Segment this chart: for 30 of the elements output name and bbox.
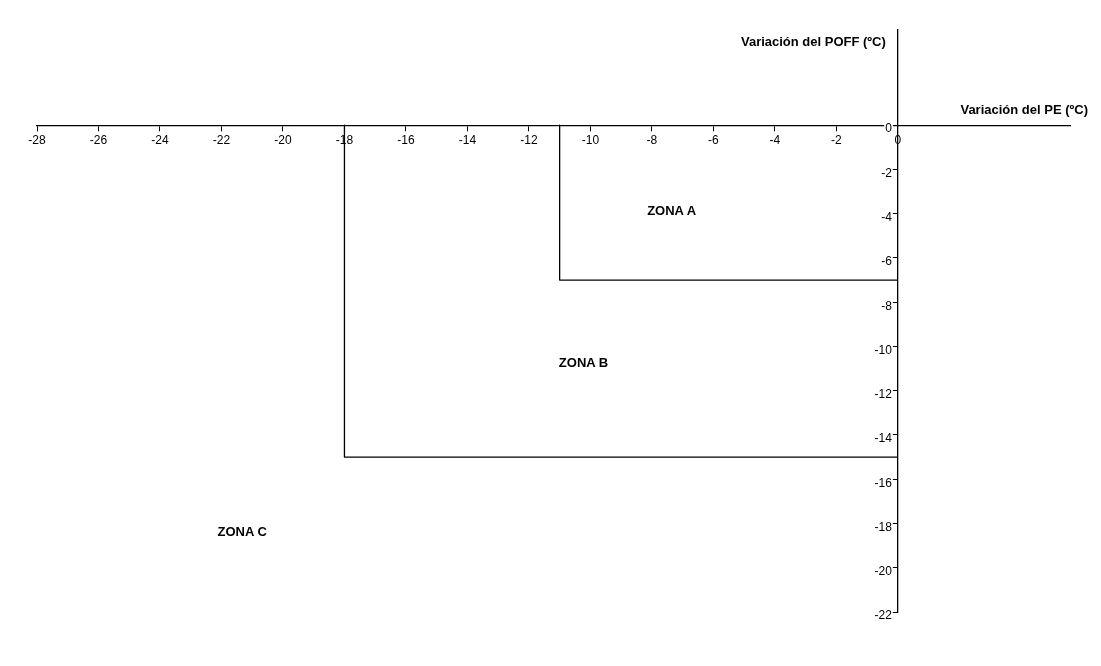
annotation: ZONA B: [558, 354, 609, 370]
y-tick-label: -18: [874, 519, 893, 534]
x-tick-label: -2: [831, 132, 843, 147]
y-tick-label: -4: [881, 209, 893, 224]
x-tick-label: -16: [397, 132, 415, 147]
annotation: ZONA A: [647, 203, 697, 219]
x-tick-label: -28: [28, 132, 46, 147]
y-tick-label: -6: [881, 254, 893, 269]
x-tick-label: -24: [151, 132, 169, 147]
x-tick-label: -20: [274, 132, 292, 147]
y-tick-label: -16: [874, 475, 893, 490]
x-tick-label: -10: [581, 132, 600, 147]
x-tick-label: -8: [646, 132, 658, 147]
x-axis-title: Variación del PE (ºC): [960, 102, 1088, 118]
y-tick-label: -20: [874, 564, 893, 579]
y-tick-label: 0: [885, 121, 893, 136]
y-tick-label: -22: [874, 608, 893, 623]
y-tick-label: -2: [881, 165, 893, 180]
y-tick-label: -12: [874, 387, 893, 402]
x-tick-label: -6: [708, 132, 720, 147]
y-tick-label: -14: [874, 431, 893, 446]
x-tick-label: -4: [769, 132, 781, 147]
x-tick-label: -22: [212, 132, 231, 147]
x-tick-label: -26: [89, 132, 108, 147]
y-axis-title: Variación del POFF (ºC): [740, 33, 886, 49]
x-tick-label: -12: [520, 132, 538, 147]
x-tick-label: -14: [458, 132, 477, 147]
y-tick-label: -8: [881, 298, 893, 313]
annotation: ZONA C: [217, 524, 268, 540]
y-tick-label: -10: [874, 342, 893, 357]
